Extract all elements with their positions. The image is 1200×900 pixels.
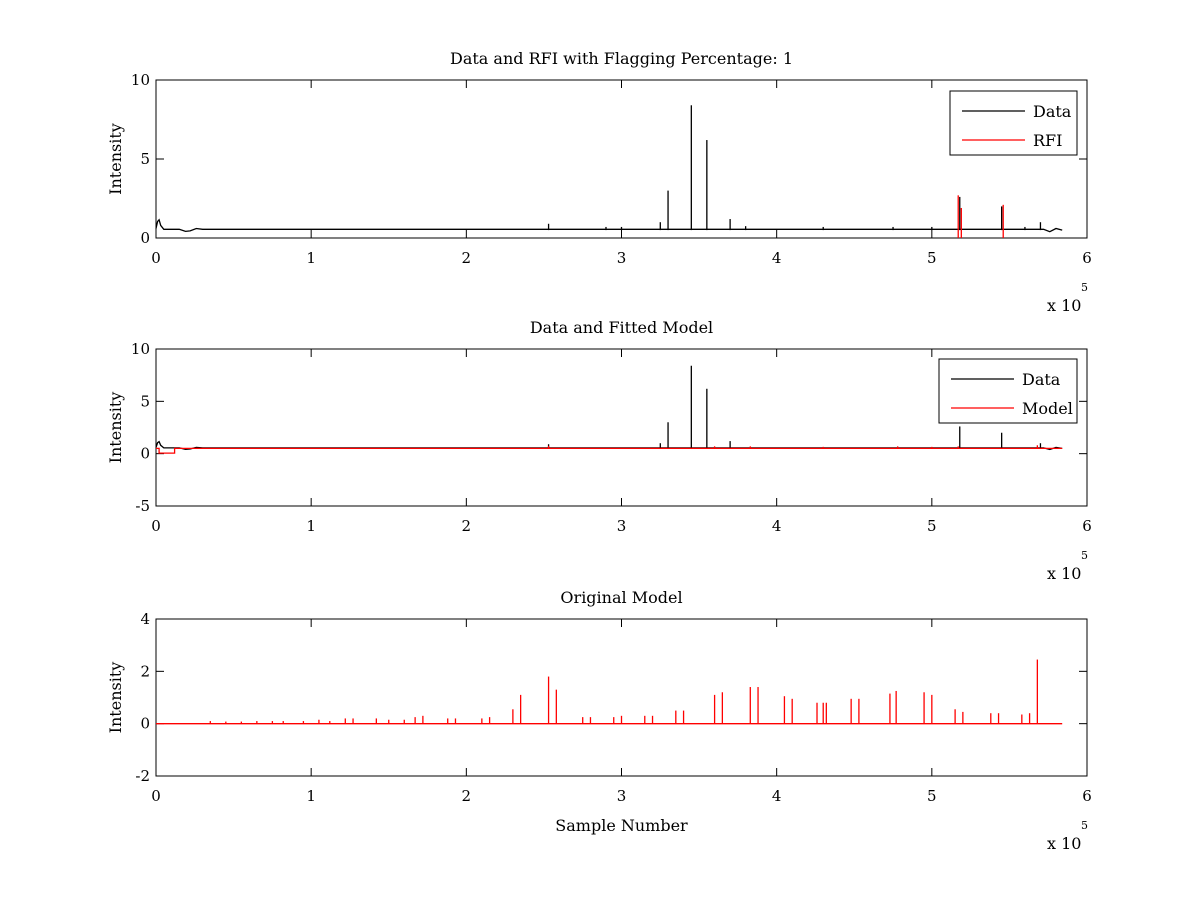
y-tick-label: 4	[140, 610, 150, 628]
x-tick-label: 3	[617, 517, 627, 535]
y-tick-label: 2	[140, 662, 150, 680]
x-exponent-power: 5	[1081, 819, 1088, 832]
legend: Data Model	[938, 358, 1078, 424]
plot-area	[155, 618, 1088, 777]
x-tick-label: 5	[927, 787, 937, 805]
x-tick-label: 3	[617, 787, 627, 805]
y-tick-label: 5	[140, 150, 150, 168]
x-tick-label: 6	[1082, 787, 1092, 805]
subplot-data-and-rfi: Data and RFI with Flagging Percentage: 1…	[106, 49, 1092, 315]
x-exponent-label: x 10	[1047, 834, 1081, 853]
x-axis-label: Sample Number	[555, 816, 688, 835]
x-tick-label: 6	[1082, 517, 1092, 535]
x-tick-label: 2	[462, 787, 472, 805]
x-tick-label: 3	[617, 249, 627, 267]
x-tick-label: 4	[772, 249, 782, 267]
legend: Data RFI	[949, 90, 1078, 156]
chart-title: Data and Fitted Model	[530, 318, 713, 337]
x-exponent-label: x 10	[1047, 296, 1081, 315]
x-exponent-power: 5	[1081, 281, 1088, 294]
series-baseline-line	[155, 218, 1063, 233]
y-tick-label: 5	[140, 392, 150, 410]
x-tick-label: 5	[927, 249, 937, 267]
series-model	[156, 445, 1063, 454]
y-tick-label: -5	[135, 497, 150, 515]
x-tick-label: 1	[306, 787, 316, 805]
legend-entry-label: RFI	[1033, 131, 1062, 150]
x-tick-label: 1	[306, 517, 316, 535]
x-tick-label: 2	[462, 249, 472, 267]
x-exponent-label: x 10	[1047, 564, 1081, 583]
y-tick-label: 0	[140, 229, 150, 247]
y-tick-label: 0	[140, 445, 150, 463]
series-data	[155, 105, 1063, 233]
y-tick-label: 0	[140, 715, 150, 733]
subplot-original-model: Original Model Intensity Sample Number 0 1 2 3…	[106, 588, 1092, 853]
series-model	[156, 659, 1063, 725]
legend-entry-label: Data	[1022, 370, 1061, 389]
legend-entry-label: Model	[1022, 399, 1073, 418]
x-tick-label: 1	[306, 249, 316, 267]
chart-title: Data and RFI with Flagging Percentage: 1	[450, 49, 793, 68]
legend-entry-label: Data	[1033, 102, 1072, 121]
chart-title: Original Model	[560, 588, 682, 607]
x-tick-label: 4	[772, 787, 782, 805]
y-tick-label: 10	[131, 71, 150, 89]
x-tick-label: 0	[151, 787, 161, 805]
series-rfi	[957, 195, 1004, 238]
y-axis-label: Intensity	[106, 392, 125, 464]
legend-box	[938, 358, 1078, 424]
x-tick-label: 0	[151, 517, 161, 535]
legend-box	[949, 90, 1078, 156]
x-tick-label: 6	[1082, 249, 1092, 267]
x-tick-label: 2	[462, 517, 472, 535]
x-tick-label: 0	[151, 249, 161, 267]
x-tick-label: 5	[927, 517, 937, 535]
y-tick-label: -2	[135, 767, 150, 785]
plot-area	[155, 79, 1088, 239]
y-axis-label: Intensity	[106, 662, 125, 734]
x-tick-label: 4	[772, 517, 782, 535]
series-baseline-line	[156, 447, 1063, 454]
x-exponent-power: 5	[1081, 549, 1088, 562]
y-tick-label: 10	[131, 340, 150, 358]
y-axis-label: Intensity	[106, 123, 125, 195]
